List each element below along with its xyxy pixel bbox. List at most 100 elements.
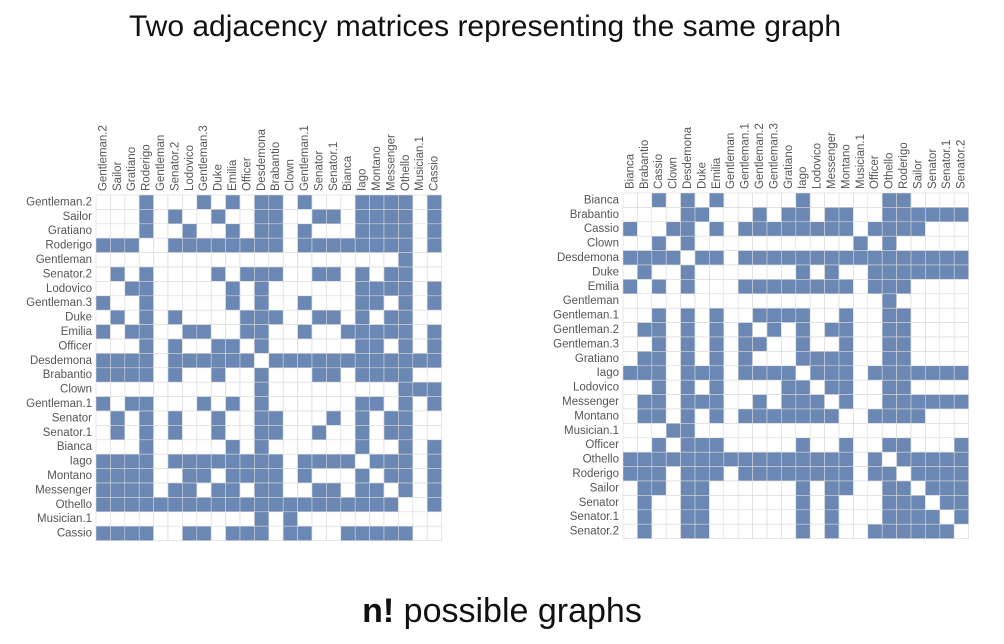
row-label: Gentleman.3	[553, 338, 619, 350]
matrix-cell-filled	[167, 367, 183, 383]
matrix-cell-filled	[369, 525, 385, 541]
matrix-cell-empty	[239, 223, 255, 239]
matrix-cell-filled	[795, 307, 811, 323]
matrix-cell-filled	[637, 466, 653, 482]
matrix-cell-filled	[910, 495, 926, 511]
column-label: Roderigo	[141, 144, 153, 191]
matrix-cell-filled	[182, 482, 198, 498]
matrix-cell-filled	[297, 453, 313, 469]
matrix-cell-filled	[282, 511, 298, 527]
matrix-cell-empty	[737, 523, 753, 539]
matrix-cell-empty	[196, 367, 212, 383]
matrix-cell-empty	[110, 223, 126, 239]
matrix-cell-empty	[210, 396, 226, 412]
matrix-cell-filled	[752, 451, 768, 467]
matrix-cell-empty	[138, 511, 154, 527]
matrix-cell-filled	[637, 250, 653, 266]
matrix-cell-empty	[953, 221, 969, 237]
matrix-cell-filled	[896, 523, 912, 539]
matrix-cell-filled	[297, 237, 313, 253]
matrix-cell-empty	[426, 425, 442, 441]
matrix-cell-empty	[939, 437, 955, 453]
matrix-cell-filled	[354, 324, 370, 340]
matrix-cell-filled	[95, 353, 111, 369]
matrix-cell-empty	[268, 295, 284, 311]
matrix-cell-empty	[896, 423, 912, 439]
matrix-cell-filled	[254, 511, 270, 527]
matrix-cell-filled	[210, 338, 226, 354]
matrix-cell-empty	[781, 336, 797, 352]
matrix-cell-filled	[210, 453, 226, 469]
matrix-cell-empty	[651, 509, 667, 525]
matrix-cell-filled	[383, 266, 399, 282]
matrix-cell-empty	[239, 482, 255, 498]
column-label: Officer	[241, 157, 253, 191]
matrix-cell-filled	[637, 408, 653, 424]
matrix-cell-empty	[110, 295, 126, 311]
matrix-cell-filled	[809, 351, 825, 367]
matrix-cell-filled	[369, 237, 385, 253]
matrix-cell-empty	[311, 252, 327, 268]
column-label: Desdemona	[256, 128, 268, 191]
matrix-cell-empty	[622, 264, 638, 280]
matrix-cell-empty	[268, 381, 284, 397]
matrix-cell-empty	[95, 381, 111, 397]
matrix-cell-filled	[340, 497, 356, 513]
matrix-cell-empty	[622, 437, 638, 453]
matrix-cell-filled	[795, 192, 811, 208]
matrix-cell-empty	[297, 266, 313, 282]
matrix-cell-filled	[138, 281, 154, 297]
matrix-cell-empty	[182, 425, 198, 441]
matrix-cell-filled	[311, 425, 327, 441]
matrix-cell-filled	[383, 425, 399, 441]
matrix-cell-empty	[297, 396, 313, 412]
matrix-cell-filled	[694, 365, 710, 381]
matrix-cell-filled	[867, 264, 883, 280]
matrix-cell-filled	[426, 396, 442, 412]
matrix-cell-filled	[138, 425, 154, 441]
matrix-cell-filled	[694, 437, 710, 453]
matrix-cell-empty	[766, 293, 782, 309]
matrix-cell-filled	[896, 480, 912, 496]
matrix-cell-filled	[282, 497, 298, 513]
matrix-cell-empty	[723, 509, 739, 525]
matrix-cell-filled	[809, 466, 825, 482]
matrix-cell-filled	[781, 279, 797, 295]
matrix-cell-filled	[182, 453, 198, 469]
matrix-cell-empty	[297, 425, 313, 441]
matrix-cell-empty	[665, 523, 681, 539]
matrix-cell-empty	[282, 252, 298, 268]
matrix-cell-empty	[910, 235, 926, 251]
row-label: Lodovico	[573, 382, 619, 394]
column-label: Clown	[285, 159, 297, 191]
matrix-cell-filled	[752, 336, 768, 352]
matrix-cell-filled	[953, 264, 969, 280]
matrix-cell-empty	[412, 497, 428, 513]
matrix-cell-filled	[225, 396, 241, 412]
matrix-cell-empty	[167, 295, 183, 311]
row-label: Duke	[65, 312, 92, 324]
matrix-cell-empty	[665, 365, 681, 381]
matrix-cell-filled	[694, 495, 710, 511]
matrix-cell-empty	[781, 322, 797, 338]
row-label: Gratiano	[48, 225, 92, 237]
matrix-cell-filled	[124, 281, 140, 297]
matrix-cell-filled	[795, 207, 811, 223]
matrix-cell-empty	[426, 410, 442, 426]
matrix-cell-filled	[939, 207, 955, 223]
matrix-cell-empty	[694, 351, 710, 367]
matrix-cell-filled	[398, 525, 414, 541]
matrix-cell-filled	[254, 381, 270, 397]
matrix-cell-empty	[853, 423, 869, 439]
matrix-cell-filled	[752, 365, 768, 381]
matrix-cell-filled	[196, 324, 212, 340]
matrix-cell-empty	[622, 307, 638, 323]
matrix-cell-filled	[225, 439, 241, 455]
matrix-cell-empty	[723, 480, 739, 496]
matrix-cell-filled	[881, 322, 897, 338]
matrix-cell-filled	[795, 408, 811, 424]
footer-caption: n! possible graphs	[0, 592, 1004, 631]
matrix-cell-empty	[766, 351, 782, 367]
matrix-cell-filled	[369, 209, 385, 225]
matrix-cell-empty	[752, 264, 768, 280]
